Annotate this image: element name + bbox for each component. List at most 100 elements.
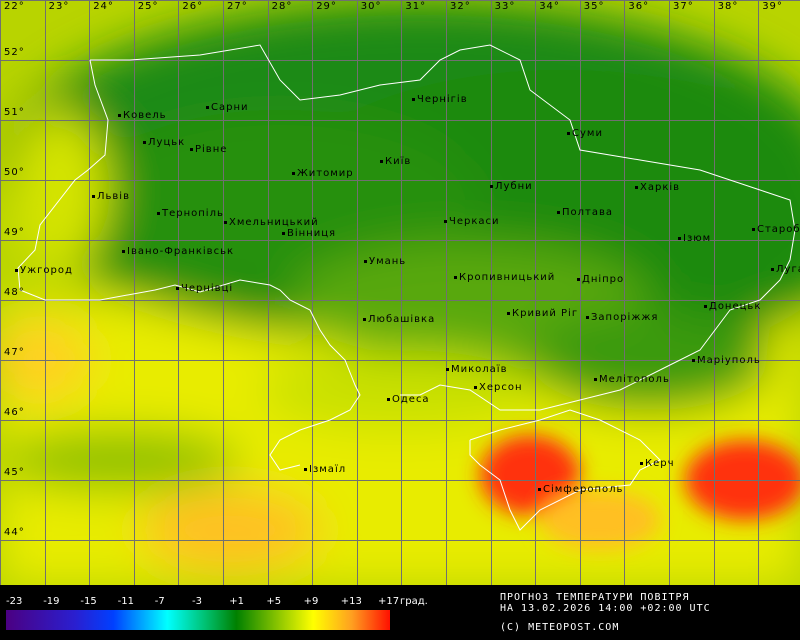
city-dot-icon — [206, 105, 209, 109]
city-marker: Кропивницький — [454, 272, 555, 283]
city-marker: Чернівці — [176, 283, 233, 294]
longitude-label: 30° — [360, 1, 382, 12]
city-name: Сарни — [211, 102, 249, 113]
city-name: Маріуполь — [697, 355, 761, 366]
city-dot-icon — [474, 385, 477, 389]
legend-tick: -11 — [117, 596, 134, 607]
city-marker: Івано-Франківськ — [122, 246, 234, 257]
city-dot-icon — [157, 211, 160, 215]
longitude-label: 39° — [762, 1, 783, 12]
city-name: Херсон — [479, 382, 523, 393]
city-dot-icon — [387, 397, 390, 401]
city-dot-icon — [640, 461, 643, 465]
city-marker: Сімферополь — [538, 484, 623, 495]
longitude-label: 23° — [48, 1, 70, 12]
city-name: Керч — [645, 458, 675, 469]
city-marker: Старобільськ — [752, 224, 800, 235]
city-name: Лубни — [495, 181, 533, 192]
city-marker: Хмельницький — [224, 217, 319, 228]
city-dot-icon — [15, 268, 18, 272]
city-dot-icon — [444, 219, 447, 223]
legend-tick: -23 — [6, 596, 23, 607]
city-name: Полтава — [562, 207, 614, 218]
city-marker: Ковель — [118, 110, 167, 121]
city-dot-icon — [412, 97, 415, 101]
city-dot-icon — [692, 358, 695, 362]
city-marker: Дніпро — [577, 274, 624, 285]
city-dot-icon — [176, 286, 179, 290]
city-dot-icon — [678, 236, 681, 240]
longitude-label: 22° — [4, 1, 25, 12]
city-marker: Вінниця — [282, 228, 336, 239]
city-name: Суми — [572, 128, 603, 139]
longitude-label: 37° — [673, 1, 694, 12]
city-dot-icon — [446, 367, 449, 371]
city-dot-icon — [454, 275, 457, 279]
legend-tick: -3 — [192, 596, 202, 607]
latitude-label: 51° — [4, 107, 25, 118]
latitude-label: 46° — [4, 407, 25, 418]
city-marker: Запоріжжя — [586, 312, 658, 323]
longitude-label: 33° — [494, 1, 516, 12]
latitude-label: 52° — [4, 47, 25, 58]
city-name: Миколаїв — [451, 364, 508, 375]
city-name: Ковель — [123, 110, 167, 121]
temperature-legend: -23 -19 -15 -11 -7 -3 +1 +5 +9 +13 +17 град. ПРОГН… — [0, 585, 800, 640]
longitude-label: 36° — [628, 1, 650, 12]
city-dot-icon — [771, 267, 774, 271]
copyright-link[interactable]: (C) METEOPOST.COM — [500, 622, 620, 633]
city-name: Луганськ — [776, 264, 800, 275]
longitude-label: 26° — [182, 1, 204, 12]
city-marker: Маріуполь — [692, 355, 761, 366]
longitude-label: 31° — [405, 1, 427, 12]
forecast-title: ПРОГНОЗ ТЕМПЕРАТУРИ ПОВІТРЯ — [500, 592, 690, 603]
longitude-label: 25° — [137, 1, 159, 12]
city-dot-icon — [567, 131, 570, 135]
city-dot-icon — [490, 184, 493, 188]
city-marker: Любашівка — [363, 314, 435, 325]
legend-tick: +13 — [340, 596, 362, 607]
country-border — [17, 44, 796, 531]
city-dot-icon — [635, 185, 638, 189]
latitude-label: 45° — [4, 467, 25, 478]
city-dot-icon — [752, 227, 755, 231]
longitude-label: 27° — [227, 1, 248, 12]
city-marker: Кривий Ріг — [507, 308, 578, 319]
city-name: Тернопіль — [162, 208, 224, 219]
legend-tick: -15 — [80, 596, 97, 607]
city-name: Старобільськ — [757, 224, 800, 235]
city-name: Запоріжжя — [591, 312, 659, 323]
city-marker: Київ — [380, 156, 411, 167]
temperature-map — [0, 0, 800, 585]
legend-tick: +1 — [229, 596, 244, 607]
city-name: Мелітополь — [599, 374, 670, 385]
city-dot-icon — [190, 147, 193, 151]
longitude-label: 24° — [93, 1, 114, 12]
city-dot-icon — [292, 171, 295, 175]
city-name: Ізмаїл — [309, 464, 347, 475]
color-scale-bar — [6, 610, 390, 630]
city-marker: Сарни — [206, 102, 249, 113]
city-marker: Черкаси — [444, 216, 500, 227]
legend-tick: -19 — [43, 596, 60, 607]
city-name: Хмельницький — [229, 217, 319, 228]
city-marker: Керч — [640, 458, 675, 469]
city-marker: Херсон — [474, 382, 523, 393]
city-marker: Умань — [364, 256, 406, 267]
forecast-datetime: НА 13.02.2026 14:00 +02:00 UTC — [500, 603, 711, 614]
city-name: Львів — [97, 191, 130, 202]
city-name: Чернівці — [181, 283, 234, 294]
city-marker: Лубни — [490, 181, 533, 192]
city-marker: Миколаїв — [446, 364, 507, 375]
city-dot-icon — [538, 487, 541, 491]
longitude-label: 38° — [717, 1, 739, 12]
city-marker: Чернігів — [412, 94, 468, 105]
city-dot-icon — [594, 377, 597, 381]
city-dot-icon — [557, 210, 560, 214]
latitude-label: 48° — [4, 287, 25, 298]
city-marker: Ужгород — [15, 265, 73, 276]
legend-tick: +9 — [303, 596, 319, 607]
city-marker: Луцьк — [143, 137, 185, 148]
city-name: Кривий Ріг — [512, 308, 579, 319]
